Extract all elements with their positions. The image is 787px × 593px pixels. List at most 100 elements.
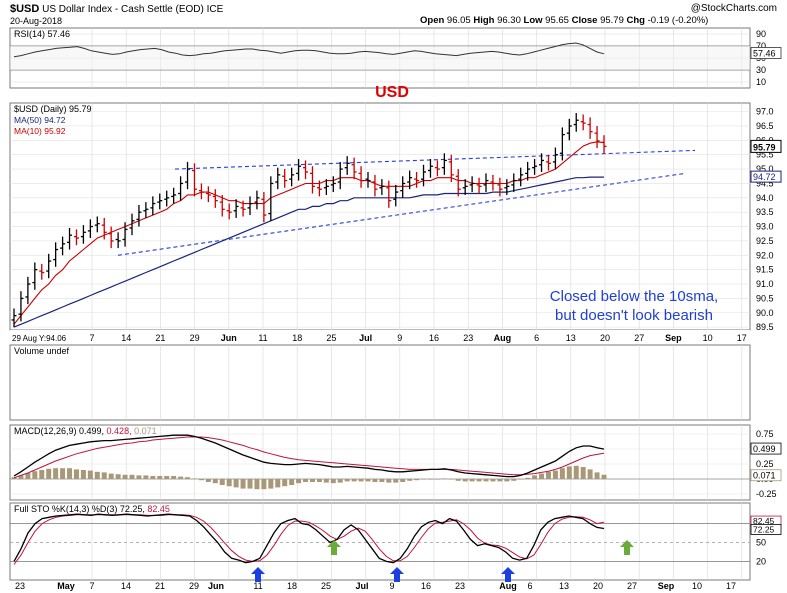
annotation-line-1: Closed below the 10sma, <box>550 288 718 305</box>
macd-histogram-bar <box>157 476 163 479</box>
price-tick-label: 97.0 <box>756 107 774 117</box>
macd-histogram-bar <box>358 479 364 482</box>
histogram-badge-box <box>750 469 782 482</box>
macd-histogram-bar <box>219 479 225 485</box>
macd-histogram-bar <box>115 474 121 479</box>
bottom-x-tick: 6 <box>527 581 532 591</box>
macd-histogram-bar <box>594 472 600 479</box>
lower-trendline <box>117 172 686 256</box>
price-x-tick: 7 <box>89 333 94 343</box>
price-x-tick: 17 <box>737 333 747 343</box>
blue-up-arrow <box>390 567 404 582</box>
macd-histogram-bar <box>268 479 274 489</box>
macd-histogram-bar <box>372 479 378 482</box>
price-tick-label: 90.0 <box>756 308 774 318</box>
close-value: 95.79 <box>600 15 624 26</box>
panel-frame-macd <box>9 424 751 501</box>
upper-trendline <box>174 149 696 170</box>
price-first-date: 29 Aug Y:94.06 <box>12 334 67 343</box>
macd-histogram-bar <box>539 473 545 479</box>
macd-histogram-bar <box>545 471 551 479</box>
macd-histogram-bar <box>80 470 86 479</box>
bottom-x-tick: 11 <box>253 581 262 591</box>
macd-histogram-bar <box>164 476 170 479</box>
macd-histogram-bar <box>205 479 211 482</box>
price-tick-label: 91.5 <box>756 265 774 275</box>
ma50-line <box>13 176 604 328</box>
macd-tick-label: 0.25 <box>756 459 774 469</box>
bottom-x-tick: Jul <box>355 581 368 591</box>
macd-histogram-bar <box>393 479 399 483</box>
ohlc-readout: Open 96.05 High 96.30 Low 95.65 Close 95… <box>420 15 708 26</box>
price-tick-label: 93.0 <box>756 222 774 232</box>
macd-histogram-bar <box>587 469 593 479</box>
macd-histogram-bar <box>233 479 239 488</box>
blue-up-arrow <box>251 567 265 582</box>
rsi-tick-label: 90 <box>756 29 766 39</box>
bottom-x-tick: 23 <box>455 581 465 591</box>
macd-histogram-bar <box>261 479 267 490</box>
macd-legend: MACD(12,26,9) 0.499, 0.428, 0.071 <box>14 426 157 436</box>
low-label: Low <box>523 15 543 26</box>
price-x-tick: 20 <box>600 333 610 343</box>
copyright-label: @StockCharts.com <box>690 3 777 14</box>
panel-frame-vol <box>9 344 751 421</box>
macd-histogram-bar <box>448 479 454 480</box>
price-x-tick: 6 <box>534 333 539 343</box>
macd-histogram-bar <box>316 479 322 482</box>
sto-tick-label: 50 <box>756 538 766 548</box>
macd-histogram-bar <box>497 479 503 482</box>
macd-histogram-bar <box>226 479 232 487</box>
chg-value: -0.19 (-0.20%) <box>647 15 709 26</box>
panel-frame-price <box>9 102 751 331</box>
sto-d-badge-value: 82.45 <box>753 516 775 526</box>
price-x-tick: 25 <box>326 333 336 343</box>
sto-legend: Full STO %K(14,3) %D(3) 72.25, 82.45 <box>14 504 170 514</box>
price-legend: $USD (Daily) 95.79 <box>14 104 92 114</box>
macd-histogram-bar <box>504 479 510 482</box>
rsi-band <box>10 46 750 70</box>
macd-histogram-bar <box>309 479 315 482</box>
rsi-legend: RSI(14) 57.46 <box>14 29 70 39</box>
macd-histogram-bar <box>32 471 38 479</box>
macd-histogram-bar <box>87 470 93 479</box>
sto-k-badge-value: 72.25 <box>753 524 775 534</box>
sto-legend-d: 82.45 <box>147 504 170 514</box>
sto-legend-k: Full STO %K(14,3) %D(3) 72.25, <box>14 504 147 514</box>
macd-legend-main: MACD(12,26,9) 0.499, <box>14 426 107 436</box>
bottom-x-tick: 17 <box>726 581 736 591</box>
macd-histogram-bar <box>73 469 79 479</box>
price-x-tick: 29 <box>190 333 200 343</box>
macd-histogram-bar <box>143 475 149 479</box>
bottom-x-tick: 27 <box>627 581 637 591</box>
price-x-tick: 23 <box>463 333 473 343</box>
price-tick-label: 91.0 <box>756 279 774 289</box>
ma10-line <box>13 141 605 325</box>
macd-histogram-bar <box>344 479 350 482</box>
price-tick-label: 90.5 <box>756 293 774 303</box>
price-tick-label: 94.0 <box>756 193 774 203</box>
macd-histogram-bar <box>150 476 156 479</box>
macd-histogram-bar <box>275 479 281 488</box>
macd-histogram-bar <box>46 468 52 479</box>
rsi-tick-label: 70 <box>756 41 766 51</box>
macd-histogram-bar <box>552 470 558 479</box>
macd-histogram-bar <box>455 479 461 481</box>
macd-histogram-bar <box>462 479 468 482</box>
macd-histogram-bar <box>247 479 253 489</box>
macd-histogram-bar <box>351 479 357 482</box>
macd-histogram-bar <box>469 479 475 482</box>
bottom-x-tick: 7 <box>89 581 94 591</box>
ma50-legend: MA(50) 94.72 <box>14 115 66 125</box>
sto-k-badge-box <box>750 524 782 535</box>
macd-histogram-bar <box>476 479 482 482</box>
price-tick-label: 92.0 <box>756 250 774 260</box>
macd-histogram-bar <box>171 476 177 479</box>
price-x-tick: Jul <box>359 333 372 343</box>
macd-histogram-bar <box>566 466 572 479</box>
macd-histogram-bar <box>122 474 128 479</box>
macd-histogram-bar <box>400 479 406 482</box>
macd-histogram-bar <box>11 477 17 479</box>
macd-tick-label: 0.75 <box>756 429 774 439</box>
price-tick-label: 89.5 <box>756 322 774 332</box>
